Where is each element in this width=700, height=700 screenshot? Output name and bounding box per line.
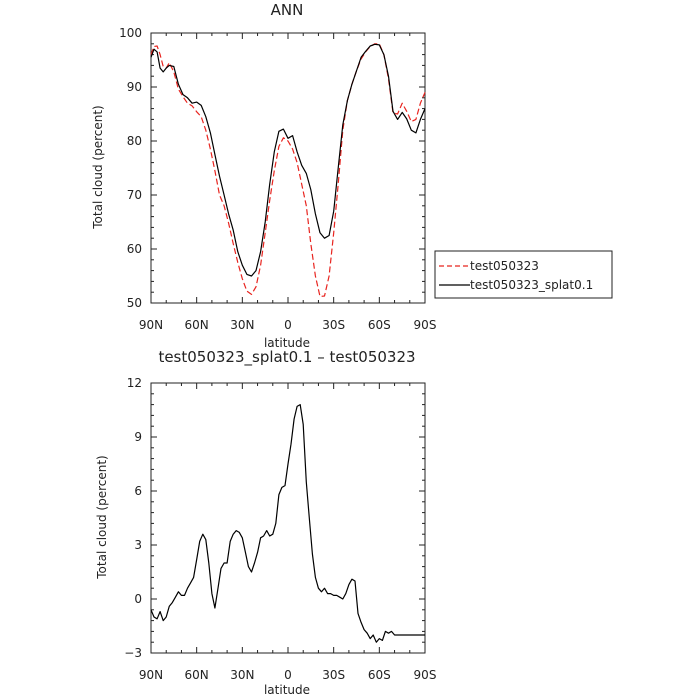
top-series-line-0 [150,43,426,298]
bottom-x-tick-label: 30N [230,668,254,682]
legend-label-test050323: test050323 [470,259,539,273]
top-y-tick-label: 50 [127,296,142,310]
bottom-y-tick-label: 6 [134,484,142,498]
bottom-plot-frame [150,382,426,654]
top-y-tick-label: 90 [127,80,142,94]
top-x-axis-label: latitude [264,336,310,350]
bottom-y-tick-label: 9 [134,430,142,444]
top-y-tick-label: 60 [127,242,142,256]
top-y-axis-label: Total cloud (percent) [91,105,105,229]
bottom-x-tick-label: 90N [139,668,163,682]
top-y-tick-label: 80 [127,134,142,148]
bottom-x-tick-label: 0 [284,668,292,682]
top-series-line-1 [150,43,426,277]
bottom-y-tick-label: 0 [134,592,142,606]
bottom-panel: test050323_splat0.1 – test050323 latitud… [95,348,436,697]
bottom-x-tick-label: 90S [414,668,437,682]
bottom-x-tick-label: 30S [322,668,345,682]
top-x-tick-label: 30S [322,318,345,332]
bottom-x-axis-label: latitude [264,683,310,697]
bottom-chart-title: test050323_splat0.1 – test050323 [158,348,415,367]
bottom-y-tick-label: 3 [134,538,142,552]
legend-box [434,250,613,299]
top-x-tick-label: 60S [368,318,391,332]
bottom-x-tick-label: 60N [185,668,209,682]
top-plot-frame [150,32,426,304]
top-x-tick-label: 60N [185,318,209,332]
top-chart-title: ANN [271,1,304,19]
bottom-series-line-0 [150,404,425,643]
top-x-tick-label: 0 [284,318,292,332]
legend: test050323 test050323_splat0.1 [434,250,613,299]
top-x-tick-label: 30N [230,318,254,332]
top-y-tick-label: 70 [127,188,142,202]
top-x-tick-label: 90S [414,318,437,332]
bottom-x-tick-label: 60S [368,668,391,682]
top-x-tick-label: 90N [139,318,163,332]
bottom-y-axis-label: Total cloud (percent) [95,455,109,579]
legend-label-test050323-splat: test050323_splat0.1 [470,278,593,292]
bottom-y-tick-label: 12 [127,376,142,390]
top-panel: ANN latitude Total cloud (percent) 90N 60… [91,1,436,350]
top-y-tick-label: 100 [119,26,142,40]
bottom-y-tick-label: −3 [124,646,142,660]
